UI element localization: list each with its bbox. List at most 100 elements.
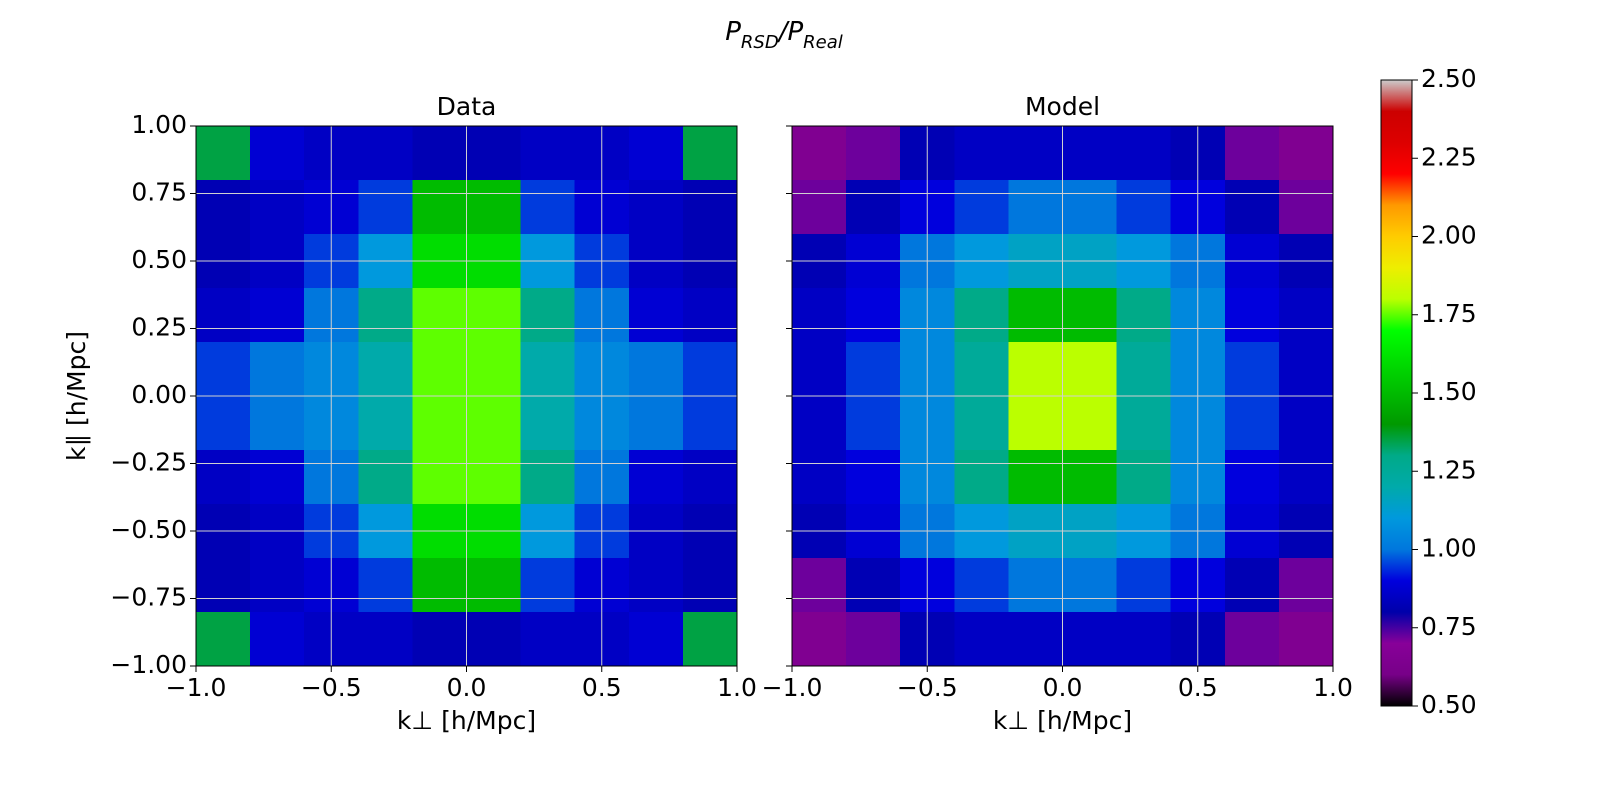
y-tick-label: 0.75 — [131, 178, 187, 207]
heatmap-cell — [1278, 558, 1334, 613]
plot-frame — [195, 125, 738, 667]
heatmap-cell — [682, 126, 738, 181]
heatmap-cell — [846, 450, 901, 505]
y-tick-label: −0.25 — [110, 448, 187, 477]
title-part: /P — [777, 17, 804, 47]
heatmap-cell — [412, 450, 467, 505]
heatmap-cell — [1008, 558, 1063, 613]
heatmap-cell — [1224, 450, 1280, 505]
title-part: P — [725, 17, 741, 47]
heatmap-cell — [1062, 342, 1118, 397]
heatmap-cell — [520, 396, 576, 451]
heatmap-cell — [196, 126, 251, 181]
y-tick-label: 1.00 — [131, 110, 187, 139]
heatmap-cell — [520, 612, 576, 667]
heatmap-cell — [846, 180, 901, 235]
x-axis-label: k⊥ [h/Mpc] — [397, 706, 536, 735]
heatmap-cell — [1224, 126, 1280, 181]
x-tick-label: −0.5 — [897, 673, 958, 702]
heatmap-cell — [682, 288, 738, 343]
heatmap-cell — [250, 288, 305, 343]
y-tick-label: −0.50 — [110, 515, 187, 544]
heatmap-cell — [466, 558, 522, 613]
heatmap-cell — [954, 342, 1009, 397]
heatmap-cell — [520, 450, 576, 505]
plot-frame — [791, 125, 1334, 667]
heatmap-cell — [1008, 180, 1063, 235]
heatmap-cell — [250, 180, 305, 235]
heatmap-cell — [682, 558, 738, 613]
heatmap-cell — [846, 342, 901, 397]
heatmap-cell — [954, 558, 1009, 613]
heatmap-cell — [1008, 126, 1063, 181]
colorbar-tick-label: 0.50 — [1421, 690, 1477, 719]
heatmap-cell — [250, 342, 305, 397]
x-axis-label: k⊥ [h/Mpc] — [993, 706, 1132, 735]
heatmap-cell — [520, 342, 576, 397]
heatmap-cell — [682, 396, 738, 451]
heatmap-cell — [628, 558, 684, 613]
heatmap-cell — [250, 612, 305, 667]
heatmap-cell — [250, 396, 305, 451]
heatmap-cell — [682, 342, 738, 397]
heatmap-cell — [1224, 558, 1280, 613]
heatmap-cell — [1116, 612, 1172, 667]
heatmap-cell — [1278, 342, 1334, 397]
heatmap-cell — [954, 612, 1009, 667]
y-axis-label: k∥ [h/Mpc] — [62, 331, 91, 461]
heatmap-cell — [466, 612, 522, 667]
heatmap-cell — [466, 450, 522, 505]
heatmap-cell — [1116, 126, 1172, 181]
heatmap-cell — [954, 450, 1009, 505]
heatmap-cell — [412, 126, 467, 181]
heatmap-cell — [196, 342, 251, 397]
heatmap-cell — [520, 558, 576, 613]
heatmap-cell — [412, 288, 467, 343]
colorbar-tick-label: 1.00 — [1421, 534, 1477, 563]
heatmap-cell — [628, 396, 684, 451]
x-tick-label: −1.0 — [166, 673, 227, 702]
heatmap-cell — [196, 396, 251, 451]
x-tick-label: 0.0 — [447, 673, 487, 702]
heatmap-cell — [412, 612, 467, 667]
heatmap-cell — [792, 558, 847, 613]
heatmap-cell — [412, 180, 467, 235]
heatmap-cell — [358, 396, 413, 451]
heatmap-cell — [1278, 126, 1334, 181]
heatmap-cell — [1278, 180, 1334, 235]
heatmap-cell — [954, 126, 1009, 181]
heatmap-cell — [250, 126, 305, 181]
heatmap-cell — [846, 396, 901, 451]
colorbar-tick-label: 2.50 — [1421, 64, 1477, 93]
heatmap-cell — [1224, 342, 1280, 397]
heatmap-cell — [1116, 342, 1172, 397]
heatmap-cell — [196, 612, 251, 667]
heatmap-cell — [358, 180, 413, 235]
heatmap-cell — [466, 288, 522, 343]
y-tick-label: −0.75 — [110, 583, 187, 612]
heatmap-cell — [628, 288, 684, 343]
heatmap-cell — [412, 558, 467, 613]
heatmap-cell — [628, 612, 684, 667]
heatmap-cell — [1008, 612, 1063, 667]
heatmap-cell — [1062, 396, 1118, 451]
heatmap-cell — [1224, 180, 1280, 235]
heatmap-cell — [358, 558, 413, 613]
heatmap-cell — [1224, 612, 1280, 667]
heatmap-cell — [196, 558, 251, 613]
colorbar — [1380, 79, 1413, 707]
colorbar-tick-label: 2.00 — [1421, 221, 1477, 250]
y-tick-label: 0.50 — [131, 245, 187, 274]
x-tick-label: −1.0 — [762, 673, 823, 702]
heatmap-cell — [628, 180, 684, 235]
heatmap-cell — [846, 288, 901, 343]
heatmap-cell — [196, 450, 251, 505]
heatmap-cell — [1116, 450, 1172, 505]
heatmap-cell — [196, 288, 251, 343]
panel-title: Data — [437, 92, 497, 121]
y-tick-label: −1.00 — [110, 650, 187, 679]
heatmap-cell — [628, 450, 684, 505]
heatmap-cell — [1116, 180, 1172, 235]
